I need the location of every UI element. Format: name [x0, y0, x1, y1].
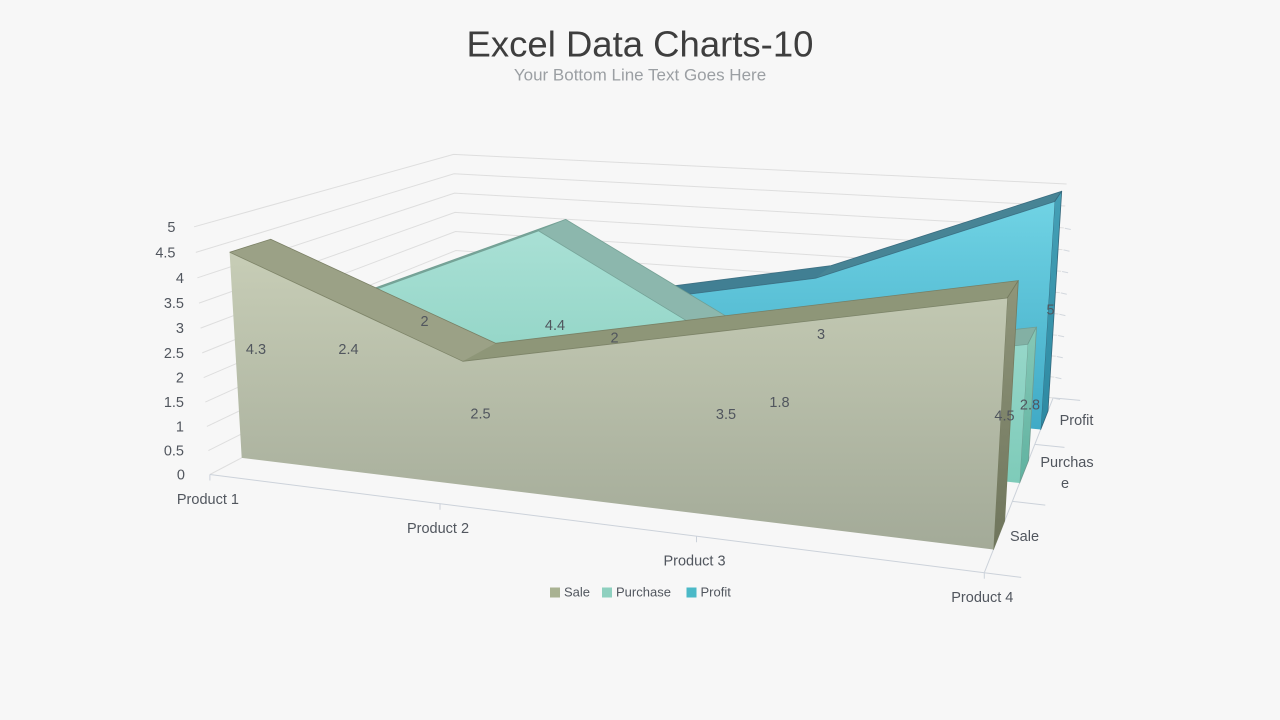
- svg-text:2: 2: [610, 331, 618, 347]
- svg-text:Profit: Profit: [1060, 413, 1094, 429]
- svg-text:4.5: 4.5: [994, 409, 1014, 425]
- svg-text:Product 4: Product 4: [951, 590, 1013, 606]
- svg-text:2.5: 2.5: [470, 407, 490, 423]
- svg-text:4.4: 4.4: [545, 318, 565, 334]
- svg-text:4.3: 4.3: [246, 342, 266, 358]
- svg-text:2: 2: [176, 371, 184, 387]
- svg-text:3.5: 3.5: [164, 296, 184, 312]
- svg-text:3.5: 3.5: [716, 407, 736, 423]
- svg-text:1: 1: [176, 419, 184, 435]
- svg-text:Purchase: Purchase: [616, 585, 671, 600]
- svg-text:4: 4: [176, 271, 184, 287]
- svg-text:5: 5: [167, 220, 175, 236]
- svg-text:e: e: [1061, 476, 1069, 492]
- svg-text:3: 3: [817, 327, 825, 343]
- svg-text:3: 3: [176, 321, 184, 337]
- svg-text:1.5: 1.5: [164, 395, 184, 411]
- svg-text:Excel Data Charts-10: Excel Data Charts-10: [467, 24, 814, 65]
- svg-text:Product 3: Product 3: [663, 554, 725, 570]
- svg-text:1.8: 1.8: [769, 395, 789, 411]
- svg-text:0.5: 0.5: [164, 444, 184, 460]
- svg-text:Sale: Sale: [564, 585, 590, 600]
- svg-text:0: 0: [177, 468, 185, 484]
- svg-text:Product 2: Product 2: [407, 521, 469, 537]
- svg-text:4.5: 4.5: [155, 245, 175, 261]
- svg-text:Product 1: Product 1: [177, 492, 239, 508]
- svg-text:2.8: 2.8: [1020, 398, 1040, 414]
- svg-text:Your Bottom Line Text Goes Her: Your Bottom Line Text Goes Here: [514, 66, 766, 85]
- svg-text:2.4: 2.4: [338, 342, 358, 358]
- svg-text:5: 5: [1046, 303, 1054, 319]
- svg-text:2.5: 2.5: [164, 346, 184, 362]
- svg-text:Sale: Sale: [1010, 529, 1039, 545]
- svg-text:2: 2: [420, 314, 428, 330]
- svg-text:Profit: Profit: [701, 585, 732, 600]
- svg-text:Purchas: Purchas: [1040, 455, 1093, 471]
